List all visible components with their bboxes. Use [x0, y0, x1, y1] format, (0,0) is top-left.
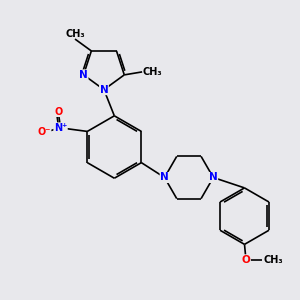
Text: N⁺: N⁺ [54, 123, 67, 133]
Text: O⁻: O⁻ [38, 127, 51, 137]
Text: CH₃: CH₃ [264, 255, 284, 265]
Text: N: N [79, 70, 88, 80]
Text: N: N [160, 172, 169, 182]
Text: O: O [54, 106, 62, 116]
Text: N: N [100, 85, 108, 95]
Text: N: N [209, 172, 218, 182]
Text: CH₃: CH₃ [65, 29, 85, 39]
Text: O: O [242, 255, 250, 265]
Text: CH₃: CH₃ [142, 67, 162, 77]
